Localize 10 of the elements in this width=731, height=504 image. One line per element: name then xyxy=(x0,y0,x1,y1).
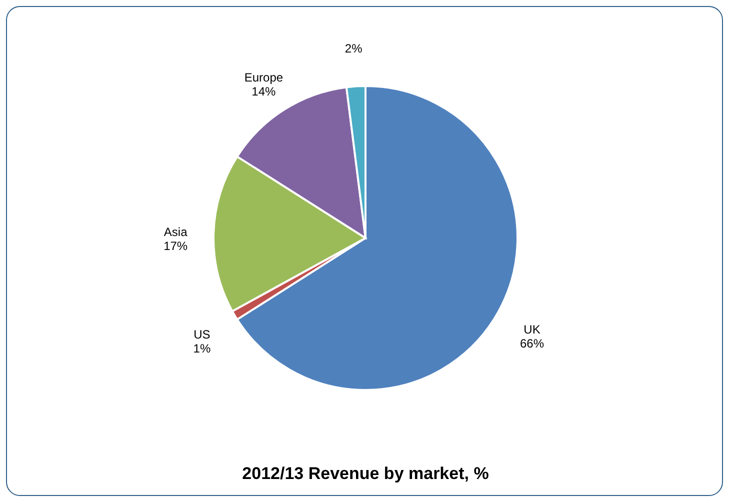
text: 2012/13 Revenue by market, % xyxy=(242,464,489,483)
slice-label: UK xyxy=(524,322,540,337)
data-label: 2% xyxy=(344,41,363,56)
slice-label: US xyxy=(194,328,210,342)
slice-label: Europe xyxy=(244,70,284,85)
data-label: 1% xyxy=(193,342,211,356)
data-label: 17% xyxy=(164,239,188,254)
data-label: 14% xyxy=(252,84,276,99)
data-label: 66% xyxy=(520,336,544,351)
slice-label: Asia xyxy=(164,225,188,240)
